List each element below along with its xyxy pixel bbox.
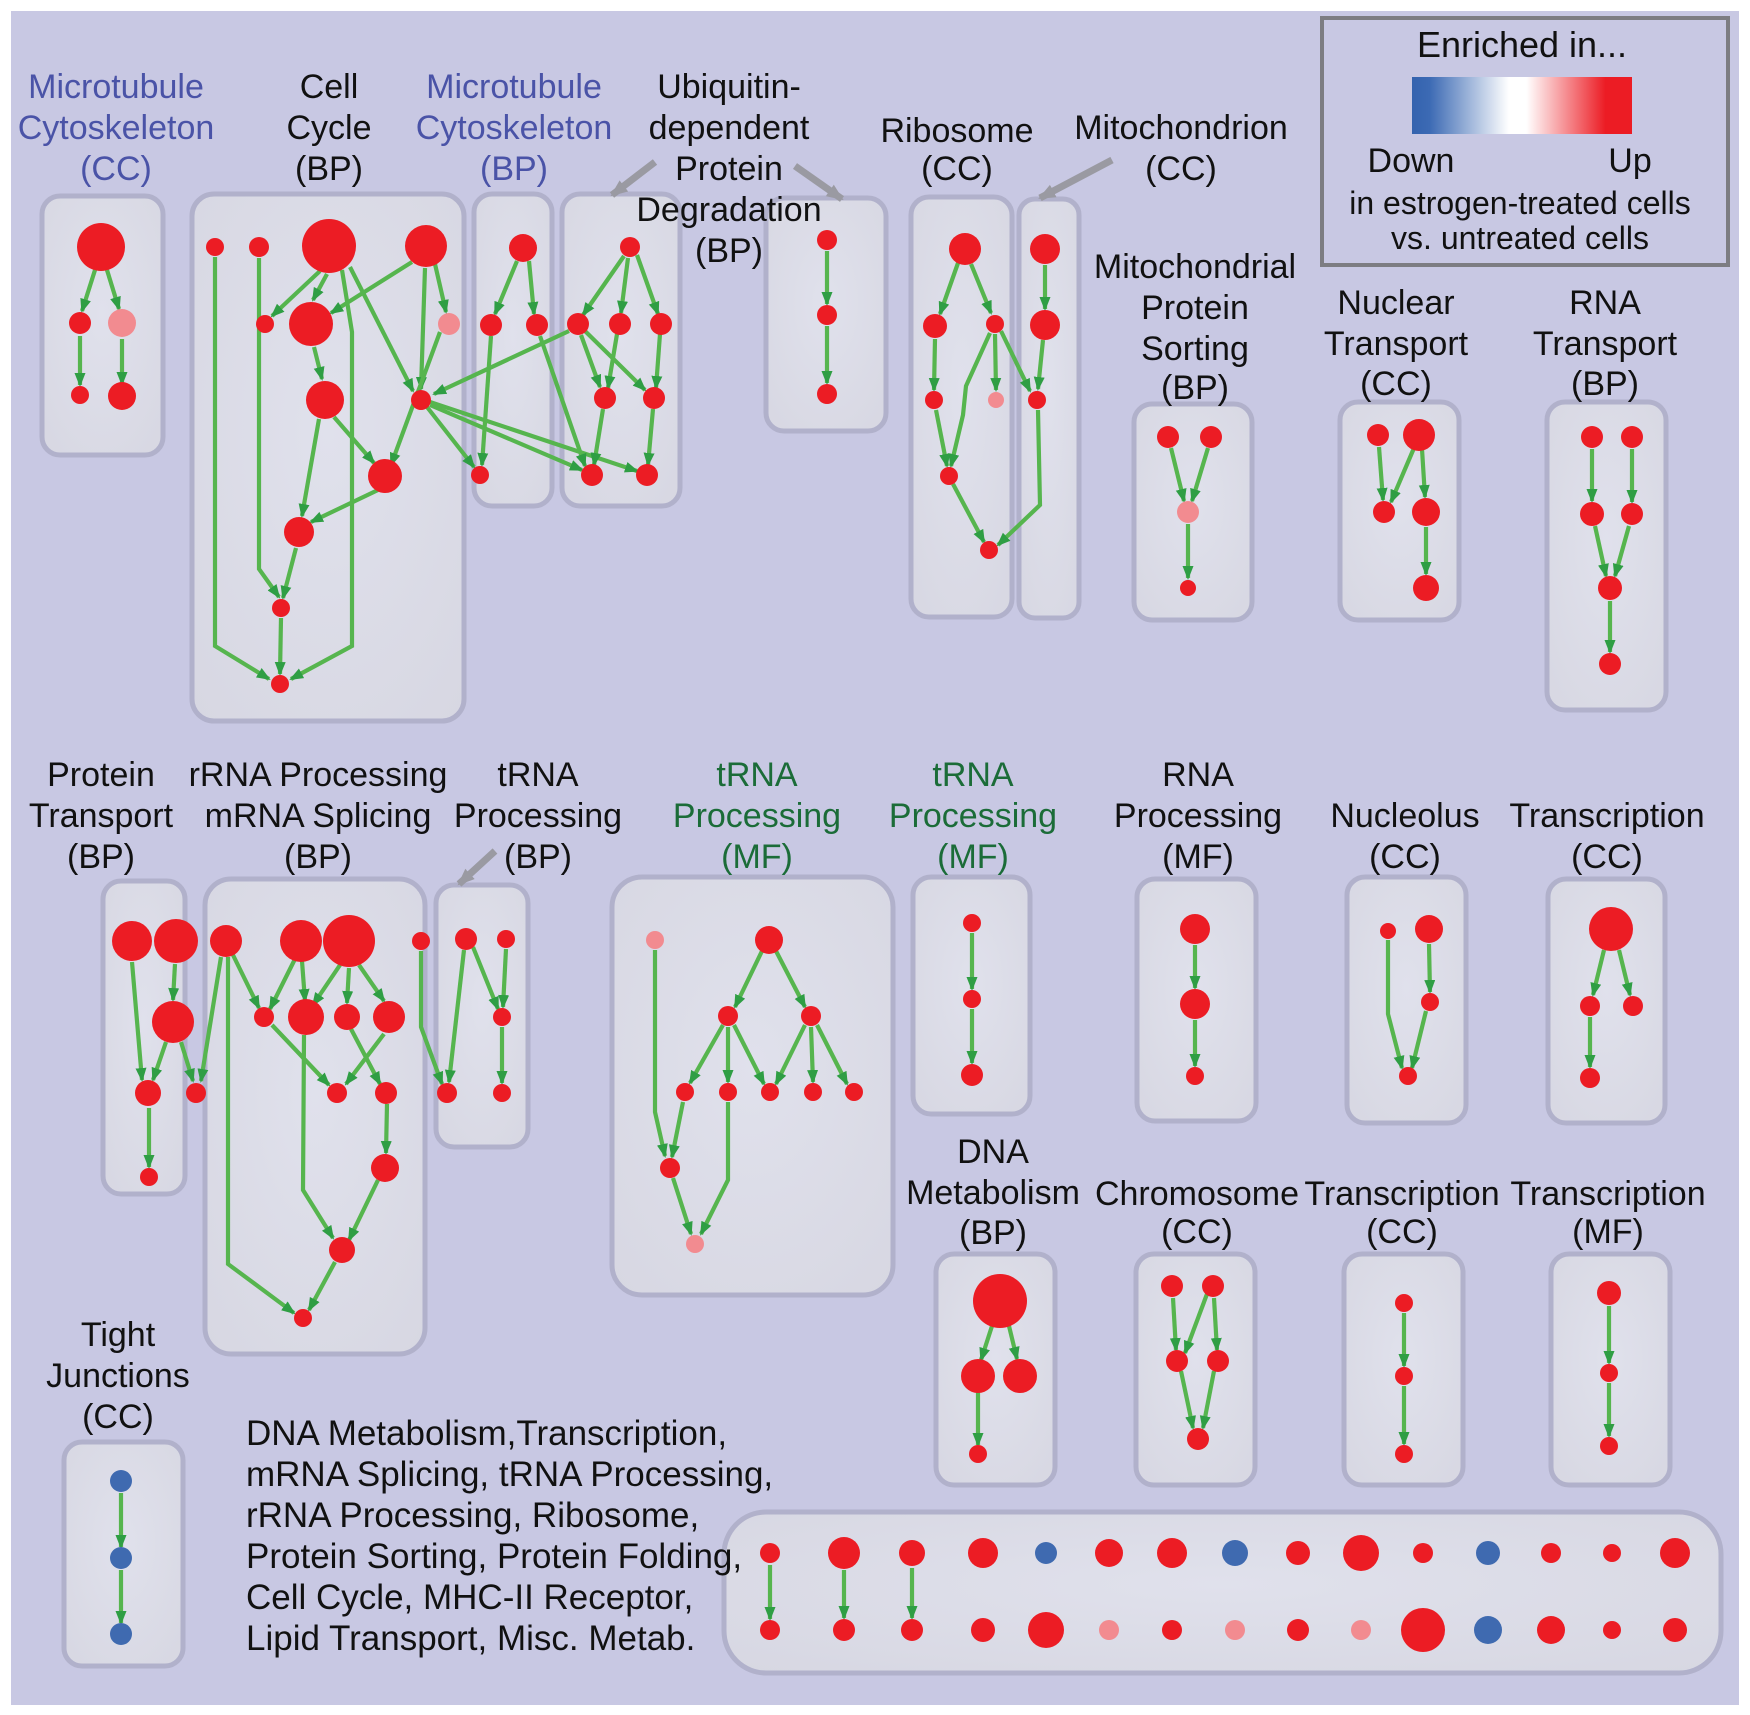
svg-text:RNA: RNA — [1162, 756, 1234, 794]
svg-text:Nuclear: Nuclear — [1337, 284, 1454, 322]
svg-text:(CC): (CC) — [1571, 838, 1643, 876]
svg-text:(CC): (CC) — [1161, 1213, 1233, 1251]
svg-text:Protein: Protein — [47, 756, 155, 794]
svg-text:Junctions: Junctions — [46, 1357, 190, 1395]
svg-text:(BP): (BP) — [1571, 365, 1639, 403]
svg-text:rRNA Processing, Ribosome,: rRNA Processing, Ribosome, — [246, 1496, 699, 1535]
svg-text:Cell: Cell — [300, 68, 359, 106]
svg-text:mRNA Splicing, tRNA Processing: mRNA Splicing, tRNA Processing, — [246, 1455, 773, 1494]
svg-text:Up: Up — [1608, 142, 1651, 180]
svg-text:Transport: Transport — [1533, 325, 1678, 363]
svg-text:Enriched in...: Enriched in... — [1417, 24, 1627, 65]
svg-text:(CC): (CC) — [82, 1398, 154, 1436]
svg-text:Processing: Processing — [673, 797, 841, 835]
svg-text:Cytoskeleton: Cytoskeleton — [416, 109, 613, 147]
svg-text:vs. untreated cells: vs. untreated cells — [1391, 220, 1649, 256]
svg-text:Lipid Transport, Misc. Metab.: Lipid Transport, Misc. Metab. — [246, 1619, 695, 1658]
svg-text:Processing: Processing — [454, 797, 622, 835]
svg-text:(BP): (BP) — [959, 1214, 1027, 1252]
svg-text:Metabolism: Metabolism — [906, 1174, 1080, 1212]
svg-text:(CC): (CC) — [921, 150, 993, 188]
svg-text:Protein: Protein — [675, 150, 783, 188]
svg-text:(BP): (BP) — [1161, 369, 1229, 407]
svg-text:tRNA: tRNA — [497, 756, 579, 794]
svg-text:(CC): (CC) — [1369, 838, 1441, 876]
svg-text:(MF): (MF) — [1572, 1213, 1644, 1251]
svg-text:(CC): (CC) — [1145, 150, 1217, 188]
svg-text:Transport: Transport — [1324, 325, 1469, 363]
svg-text:(BP): (BP) — [480, 150, 548, 188]
svg-text:tRNA: tRNA — [932, 756, 1014, 794]
svg-text:Transport: Transport — [29, 797, 174, 835]
svg-text:Transcription: Transcription — [1510, 1175, 1705, 1213]
svg-text:(BP): (BP) — [504, 838, 572, 876]
svg-text:(BP): (BP) — [284, 838, 352, 876]
svg-text:Degradation: Degradation — [636, 191, 821, 229]
svg-text:dependent: dependent — [649, 109, 810, 147]
svg-text:Microtubule: Microtubule — [426, 68, 602, 106]
svg-text:Down: Down — [1368, 142, 1455, 180]
svg-text:Ribosome: Ribosome — [880, 112, 1033, 150]
svg-text:Tight: Tight — [81, 1316, 156, 1354]
svg-text:(BP): (BP) — [67, 838, 135, 876]
svg-text:Protein: Protein — [1141, 289, 1249, 327]
svg-text:tRNA: tRNA — [716, 756, 798, 794]
svg-text:Microtubule: Microtubule — [28, 68, 204, 106]
svg-text:Sorting: Sorting — [1141, 330, 1249, 368]
svg-text:DNA Metabolism,Transcription,: DNA Metabolism,Transcription, — [246, 1414, 727, 1453]
svg-text:DNA: DNA — [957, 1133, 1029, 1171]
svg-text:(CC): (CC) — [1360, 365, 1432, 403]
svg-text:RNA: RNA — [1569, 284, 1641, 322]
svg-text:Transcription: Transcription — [1509, 797, 1704, 835]
svg-text:(MF): (MF) — [1162, 838, 1234, 876]
svg-text:Nucleolus: Nucleolus — [1330, 797, 1479, 835]
svg-text:(BP): (BP) — [295, 150, 363, 188]
svg-text:(MF): (MF) — [937, 838, 1009, 876]
svg-text:Mitochondrion: Mitochondrion — [1074, 109, 1288, 147]
svg-text:Chromosome: Chromosome — [1095, 1175, 1299, 1213]
svg-text:Cytoskeleton: Cytoskeleton — [18, 109, 215, 147]
svg-text:Cycle: Cycle — [286, 109, 371, 147]
svg-text:Protein Sorting, Protein Foldi: Protein Sorting, Protein Folding, — [246, 1537, 742, 1576]
svg-text:rRNA Processing: rRNA Processing — [189, 756, 448, 794]
svg-text:(CC): (CC) — [80, 150, 152, 188]
svg-text:(CC): (CC) — [1366, 1213, 1438, 1251]
svg-text:Ubiquitin-: Ubiquitin- — [657, 68, 801, 106]
svg-text:in estrogen-treated cells: in estrogen-treated cells — [1349, 185, 1691, 221]
svg-text:mRNA Splicing: mRNA Splicing — [205, 797, 432, 835]
svg-text:Processing: Processing — [889, 797, 1057, 835]
svg-text:(MF): (MF) — [721, 838, 793, 876]
svg-text:Cell Cycle, MHC-II Receptor,: Cell Cycle, MHC-II Receptor, — [246, 1578, 693, 1617]
svg-text:Mitochondrial: Mitochondrial — [1094, 248, 1296, 286]
svg-text:Transcription: Transcription — [1304, 1175, 1499, 1213]
svg-text:Processing: Processing — [1114, 797, 1282, 835]
svg-text:(BP): (BP) — [695, 232, 763, 270]
